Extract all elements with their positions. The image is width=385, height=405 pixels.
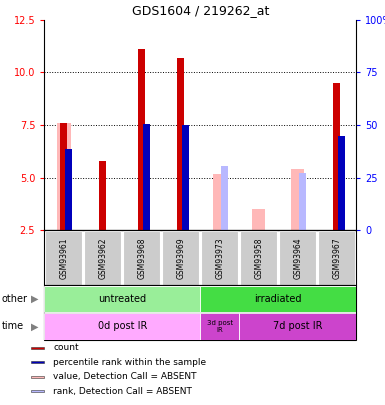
Bar — [221, 166, 228, 230]
Bar — [44, 286, 200, 312]
Text: GSM93967: GSM93967 — [332, 237, 341, 279]
Text: GSM93969: GSM93969 — [176, 237, 185, 279]
Bar — [31, 375, 44, 378]
Bar — [31, 347, 44, 349]
Text: time: time — [2, 322, 24, 331]
Bar — [252, 209, 266, 230]
Bar — [213, 174, 226, 230]
Text: 3d post
IR: 3d post IR — [207, 320, 233, 333]
Text: GSM93961: GSM93961 — [59, 237, 68, 279]
Bar — [201, 231, 238, 285]
Text: untreated: untreated — [98, 294, 146, 304]
Bar — [84, 231, 121, 285]
Bar — [162, 231, 199, 285]
Bar — [123, 231, 161, 285]
Text: count: count — [53, 343, 79, 352]
Bar — [200, 286, 356, 312]
Text: GSM93968: GSM93968 — [137, 237, 146, 279]
Bar — [31, 390, 44, 392]
Text: irradiated: irradiated — [254, 294, 302, 304]
Bar — [57, 123, 70, 230]
Bar — [177, 58, 184, 230]
Title: GDS1604 / 219262_at: GDS1604 / 219262_at — [132, 4, 269, 17]
Bar — [239, 313, 356, 340]
Text: ▶: ▶ — [31, 294, 38, 304]
Text: percentile rank within the sample: percentile rank within the sample — [53, 358, 206, 367]
Bar — [31, 361, 44, 363]
Bar — [45, 231, 82, 285]
Bar — [299, 173, 306, 230]
Text: GSM93964: GSM93964 — [293, 237, 302, 279]
Bar — [99, 161, 106, 230]
Bar — [279, 231, 316, 285]
Bar — [240, 231, 277, 285]
Text: 7d post IR: 7d post IR — [273, 322, 322, 331]
Bar — [333, 83, 340, 230]
Bar — [338, 136, 345, 230]
Text: 0d post IR: 0d post IR — [97, 322, 147, 331]
Text: value, Detection Call = ABSENT: value, Detection Call = ABSENT — [53, 372, 197, 381]
Bar — [65, 149, 72, 230]
Text: rank, Detection Call = ABSENT: rank, Detection Call = ABSENT — [53, 386, 192, 396]
Bar — [291, 169, 305, 230]
Bar — [44, 313, 200, 340]
Text: other: other — [2, 294, 28, 304]
Bar — [318, 231, 355, 285]
Bar — [200, 313, 239, 340]
Text: GSM93962: GSM93962 — [98, 237, 107, 279]
Bar — [182, 125, 189, 230]
Bar — [143, 124, 150, 230]
Bar — [138, 49, 145, 230]
Text: GSM93958: GSM93958 — [254, 237, 263, 279]
Bar — [60, 123, 67, 230]
Text: GSM93973: GSM93973 — [215, 237, 224, 279]
Text: ▶: ▶ — [31, 322, 38, 331]
